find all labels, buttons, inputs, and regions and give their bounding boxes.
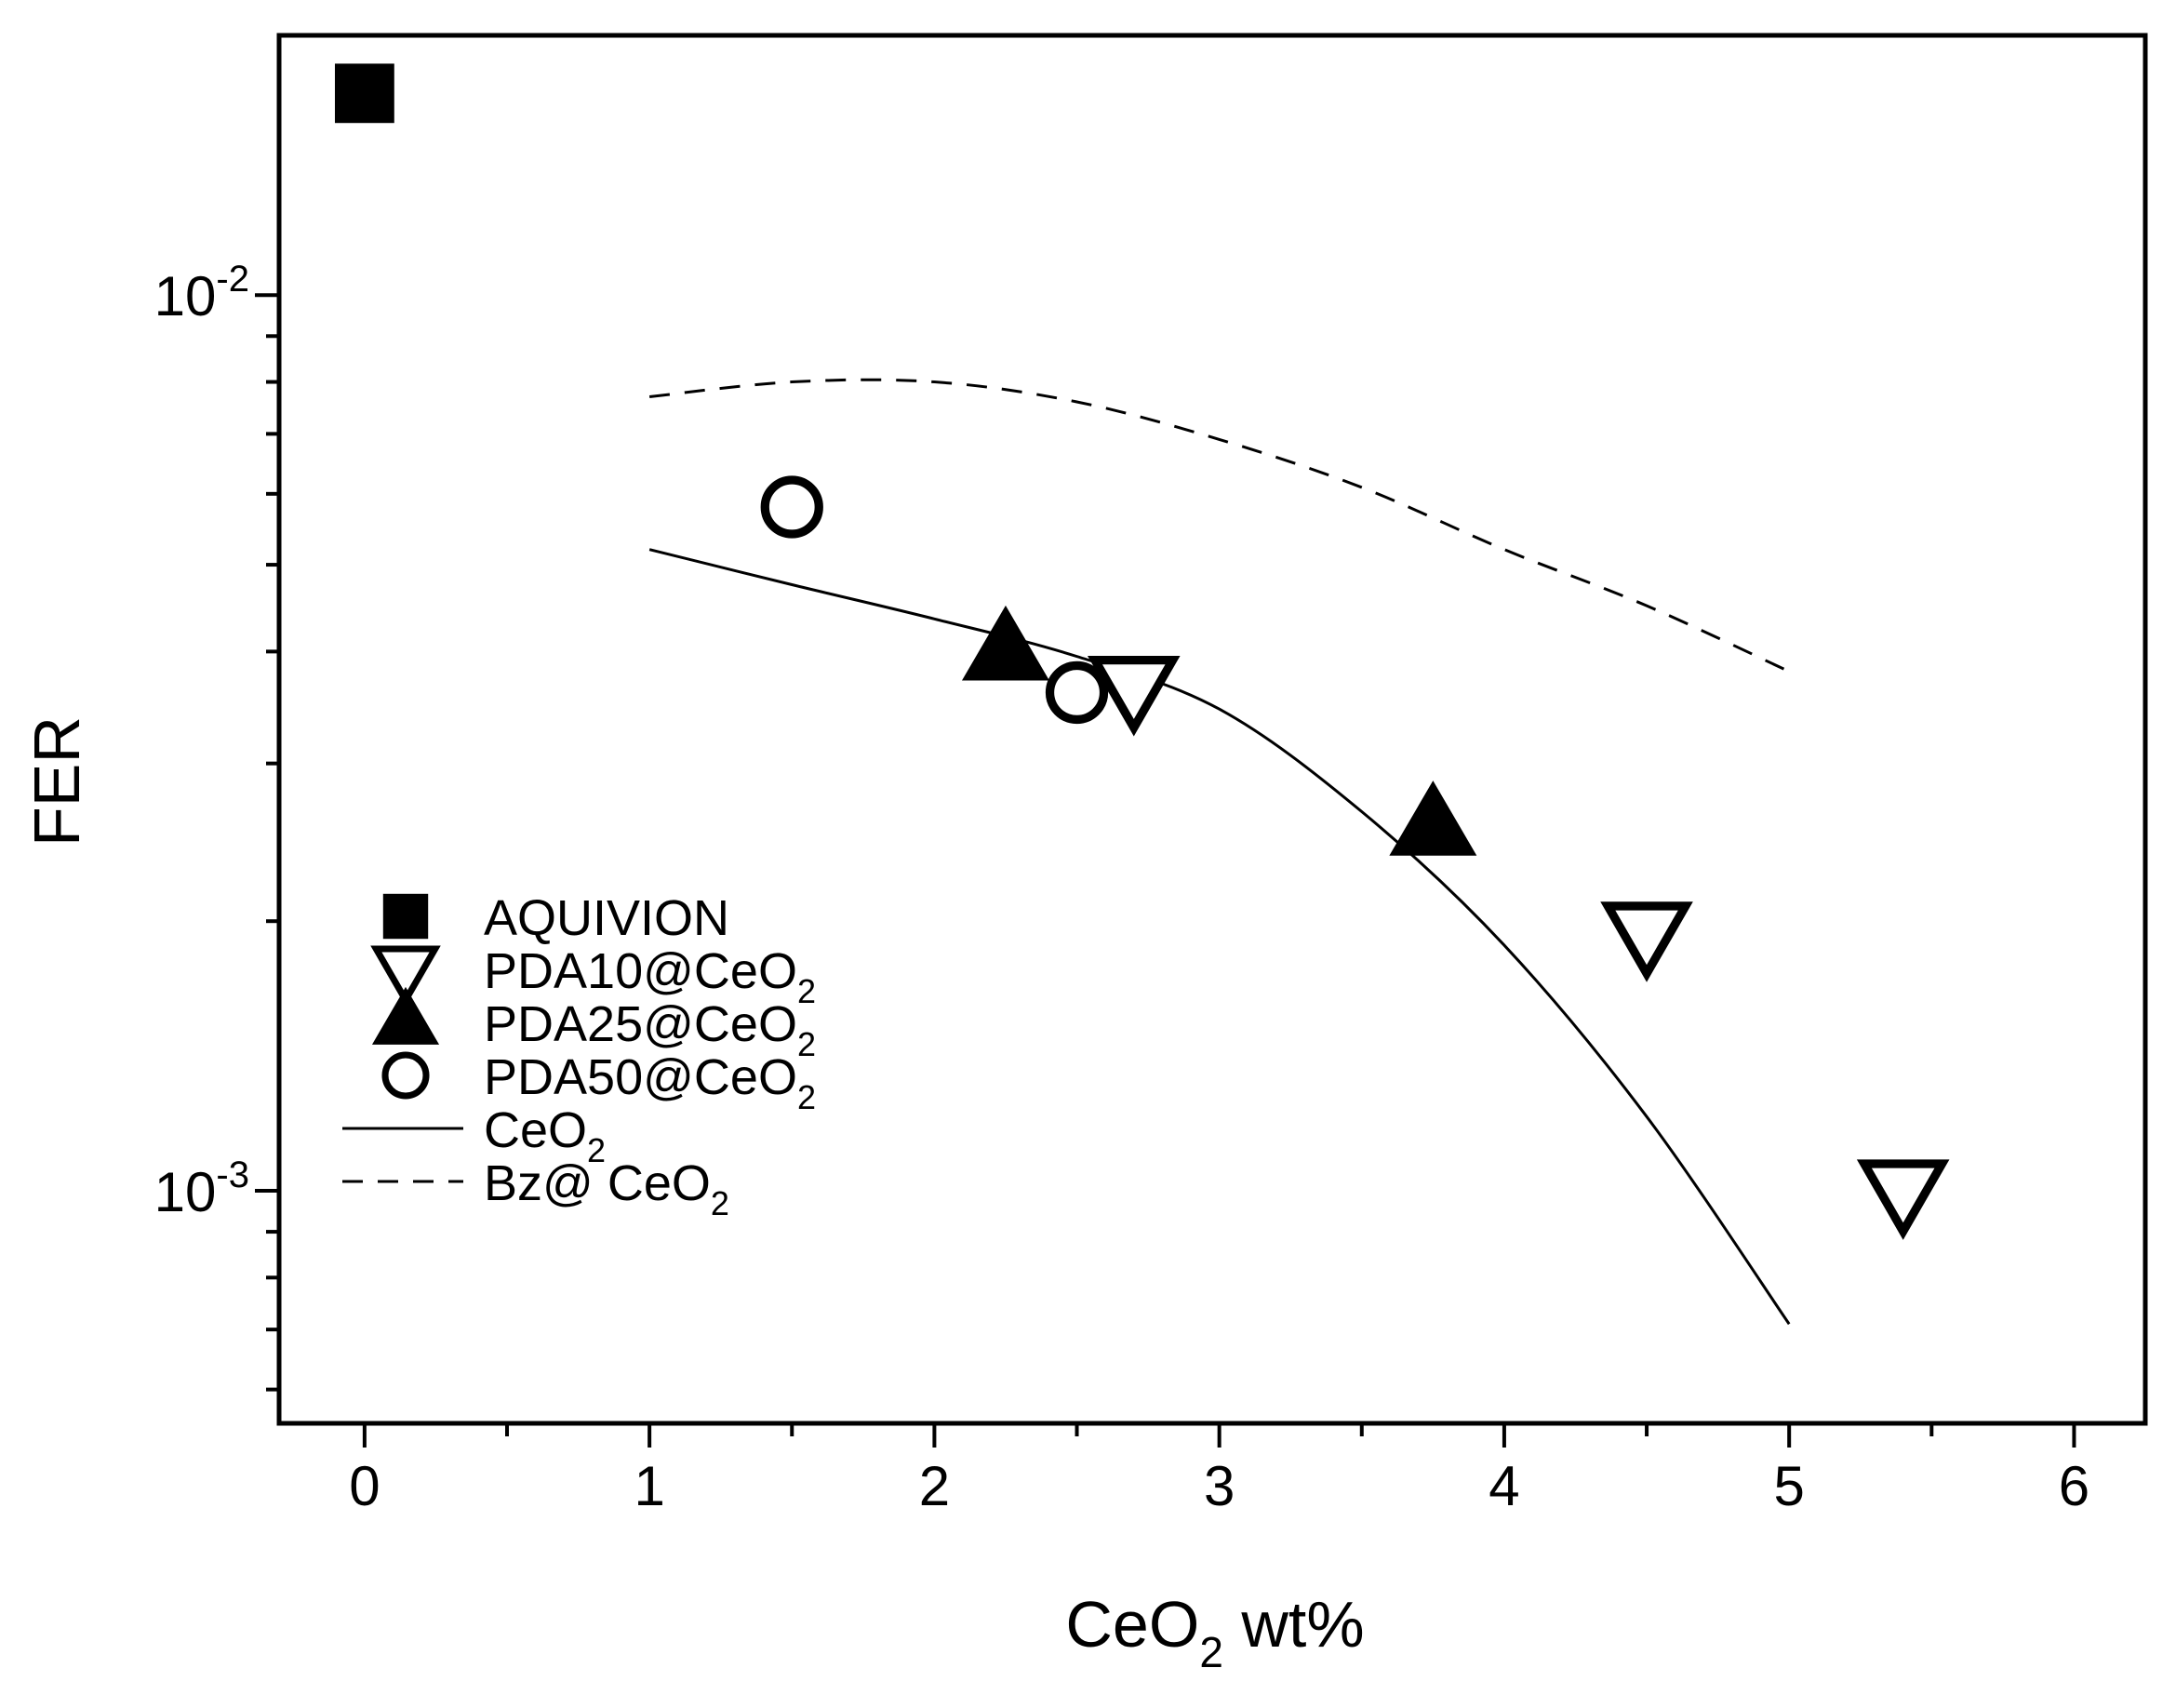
data-point-filled-up-triangle: [1389, 781, 1477, 856]
legend-label-sub: 2: [797, 972, 816, 1010]
legend-label: AQUIVION: [484, 890, 729, 946]
legend-label: CeO2: [484, 1102, 606, 1169]
series-aquivion: [334, 63, 394, 124]
x-tick-label-text: 2: [919, 1455, 950, 1517]
legend-label-sub: 2: [797, 1025, 816, 1063]
legend-label-main: PDA50@CeO: [484, 1049, 797, 1105]
legend-label-main: PDA10@CeO: [484, 943, 797, 999]
legend-label: Bz@ CeO2: [484, 1155, 729, 1222]
legend-item: AQUIVION: [382, 890, 729, 946]
legend-item: CeO2: [342, 1102, 606, 1169]
y-tick-label-base: 10: [154, 265, 217, 327]
legend-label: PDA25@CeO2: [484, 996, 816, 1063]
legend-marker-filled-square: [382, 893, 429, 940]
data-point-open-circle: [760, 475, 823, 539]
data-point-open-down-triangle: [1856, 1159, 1950, 1240]
legend-marker-filled-up-triangle: [371, 986, 440, 1045]
legend-item: Bz@ CeO2: [342, 1155, 729, 1222]
data-point-open-down-triangle: [1087, 656, 1181, 737]
legend-item: PDA50@CeO2: [381, 1049, 816, 1116]
x-tick-label: 3: [1204, 1455, 1235, 1517]
x-tick-label: 2: [919, 1455, 950, 1517]
legend-label-main: AQUIVION: [484, 890, 729, 946]
legend-label: PDA10@CeO2: [484, 943, 816, 1010]
legend-label-main: PDA25@CeO: [484, 996, 797, 1052]
x-tick-label-text: 5: [1773, 1455, 1804, 1517]
x-axis-title-sub: 2: [1199, 1628, 1223, 1676]
legend-item: PDA10@CeO2: [370, 943, 816, 1010]
series-pda10-ceo2: [1087, 656, 1950, 1240]
x-axis-title-main: CeO: [1065, 1588, 1199, 1661]
axes-layer: 0 1 2 3 4 5 610-210-3: [154, 33, 2148, 1517]
y-tick-label-exp: -3: [216, 1154, 249, 1195]
data-point-filled-up-triangle: [961, 605, 1049, 681]
series-bz-ceo2: [648, 378, 1790, 674]
series-ceo2: [648, 548, 1791, 1326]
data-point-filled-square: [334, 63, 394, 124]
x-tick-label: 5: [1773, 1455, 1804, 1517]
series-pda25-ceo2: [961, 605, 1477, 856]
legend-label-sub: 2: [797, 1078, 816, 1116]
ceo2-solid-curve: [648, 548, 1791, 1326]
legend-marker-open-circle: [381, 1051, 430, 1100]
x-tick-label: 4: [1488, 1455, 1519, 1517]
x-tick-label-text: 1: [634, 1455, 664, 1517]
bz-ceo2-dashed-curve: [648, 378, 1790, 674]
legend-label: PDA50@CeO2: [484, 1049, 816, 1116]
y-axis-title: FER: [20, 716, 93, 847]
x-tick-label-text: 3: [1204, 1455, 1235, 1517]
data-layer: [334, 63, 1950, 1326]
legend-label-sub: 2: [587, 1131, 606, 1169]
x-tick-label: 0: [349, 1455, 380, 1517]
legend-label-main: CeO: [484, 1102, 587, 1158]
x-tick-label-text: 0: [349, 1455, 380, 1517]
legend-label-main: Bz@ CeO: [484, 1155, 711, 1211]
x-axis-title-rest: wt%: [1223, 1588, 1365, 1661]
x-axis-title: CeO2 wt%: [1065, 1588, 1364, 1676]
x-tick-label: 6: [2059, 1455, 2089, 1517]
legend-label-sub: 2: [711, 1184, 729, 1222]
legend-marker-open-down-triangle: [370, 945, 441, 1007]
legend-item: PDA25@CeO2: [371, 986, 816, 1063]
y-tick-label: 10-3: [154, 1154, 249, 1223]
legend: AQUIVIONPDA10@CeO2PDA25@CeO2PDA50@CeO2Ce…: [342, 890, 816, 1222]
y-tick-label-base: 10: [154, 1161, 217, 1223]
x-minor-ticks: [505, 1423, 1934, 1436]
y-tick-label-exp: -2: [216, 259, 249, 300]
data-point-open-circle: [1045, 661, 1109, 725]
x-tick-label-text: 4: [1488, 1455, 1519, 1517]
plot-frame: [276, 33, 2148, 1426]
x-tick-label: 1: [634, 1455, 664, 1517]
data-point-open-down-triangle: [1600, 901, 1693, 982]
series-pda50-ceo2: [760, 475, 1109, 725]
y-tick-label: 10-2: [154, 259, 249, 327]
x-tick-label-text: 6: [2059, 1455, 2089, 1517]
